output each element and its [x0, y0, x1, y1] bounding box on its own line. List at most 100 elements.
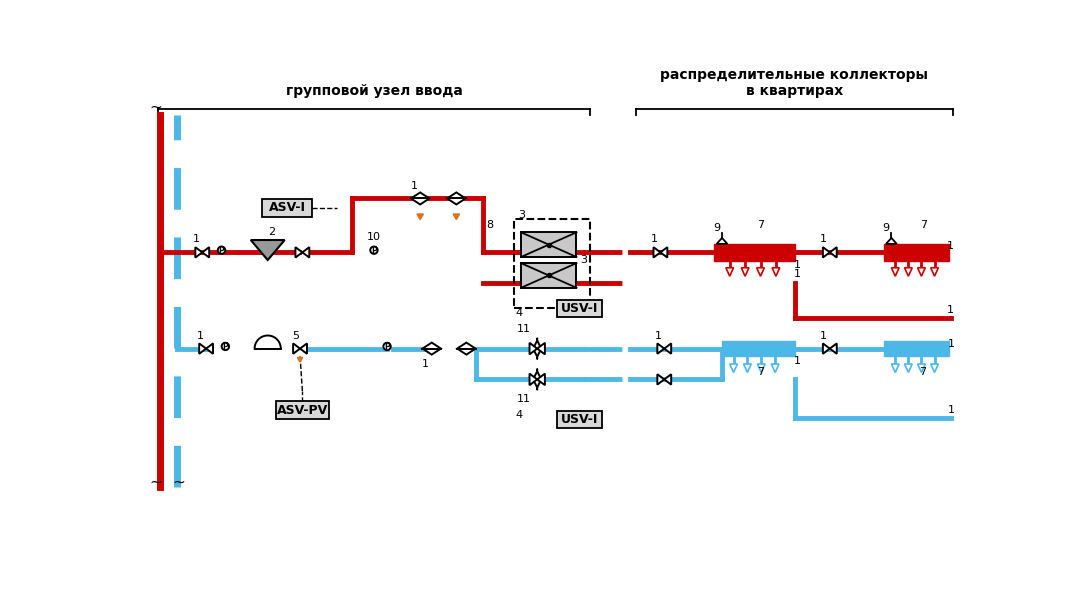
Text: 1: 1 — [794, 356, 800, 366]
Text: 11: 11 — [516, 324, 530, 334]
Polygon shape — [741, 268, 749, 276]
Bar — [514, 219, 589, 308]
Text: 1: 1 — [655, 330, 662, 340]
Text: P: P — [222, 342, 229, 351]
Polygon shape — [773, 268, 780, 276]
Text: 1: 1 — [820, 234, 827, 245]
Text: 8: 8 — [486, 220, 493, 230]
Bar — [521, 232, 576, 257]
Polygon shape — [295, 247, 303, 258]
Polygon shape — [829, 343, 837, 354]
Polygon shape — [658, 374, 664, 384]
Polygon shape — [823, 247, 829, 258]
Text: 9: 9 — [714, 223, 720, 233]
Text: 1: 1 — [192, 234, 200, 245]
Text: 1: 1 — [947, 405, 955, 415]
Polygon shape — [664, 343, 672, 354]
Text: ASV-I: ASV-I — [268, 201, 306, 214]
Polygon shape — [538, 343, 545, 355]
Bar — [521, 263, 576, 288]
Text: 7: 7 — [921, 220, 927, 230]
Text: 1: 1 — [411, 181, 417, 191]
Text: 1: 1 — [196, 330, 204, 340]
Polygon shape — [529, 343, 538, 355]
Text: 1: 1 — [794, 269, 800, 279]
Text: P: P — [219, 246, 224, 255]
Text: ASV-PV: ASV-PV — [277, 403, 328, 416]
Polygon shape — [293, 343, 300, 354]
Text: P: P — [371, 246, 377, 255]
Polygon shape — [917, 364, 925, 372]
Text: 4: 4 — [516, 410, 523, 420]
Text: 4: 4 — [516, 308, 523, 318]
Text: USV-I: USV-I — [561, 413, 599, 426]
Text: 7: 7 — [756, 220, 764, 230]
Polygon shape — [930, 268, 939, 276]
Bar — [884, 341, 950, 356]
Text: 7: 7 — [756, 367, 764, 377]
Text: 1: 1 — [947, 241, 954, 251]
Polygon shape — [411, 192, 429, 205]
Circle shape — [222, 343, 229, 350]
Polygon shape — [886, 238, 897, 244]
Polygon shape — [905, 268, 912, 276]
Polygon shape — [917, 268, 925, 276]
Polygon shape — [930, 364, 939, 372]
Text: 7: 7 — [918, 367, 926, 377]
FancyBboxPatch shape — [557, 300, 602, 317]
Polygon shape — [892, 268, 899, 276]
Polygon shape — [251, 240, 284, 260]
Polygon shape — [725, 268, 734, 276]
Circle shape — [383, 343, 391, 350]
Circle shape — [370, 246, 378, 254]
Text: 10: 10 — [367, 232, 381, 242]
Polygon shape — [771, 364, 779, 372]
Circle shape — [218, 246, 225, 254]
Text: 11: 11 — [516, 394, 530, 405]
Text: 1: 1 — [650, 234, 658, 245]
FancyBboxPatch shape — [262, 199, 312, 217]
Text: 3: 3 — [518, 211, 526, 220]
Polygon shape — [195, 247, 202, 258]
Polygon shape — [744, 364, 751, 372]
Polygon shape — [538, 374, 545, 385]
Polygon shape — [717, 238, 727, 244]
FancyBboxPatch shape — [557, 411, 602, 428]
Polygon shape — [756, 268, 764, 276]
Text: ~: ~ — [149, 100, 162, 115]
Polygon shape — [660, 247, 667, 258]
Text: 9: 9 — [882, 223, 890, 233]
Text: 1: 1 — [820, 330, 827, 340]
Polygon shape — [417, 214, 424, 220]
Polygon shape — [297, 358, 303, 362]
Text: ~: ~ — [149, 474, 162, 489]
Polygon shape — [823, 343, 829, 354]
Polygon shape — [905, 364, 912, 372]
Polygon shape — [829, 247, 837, 258]
Text: USV-I: USV-I — [561, 302, 599, 315]
Polygon shape — [664, 374, 672, 384]
Polygon shape — [653, 247, 660, 258]
Text: 1: 1 — [947, 305, 954, 315]
Polygon shape — [658, 343, 664, 354]
Polygon shape — [457, 343, 475, 355]
FancyBboxPatch shape — [276, 402, 328, 419]
Polygon shape — [758, 364, 765, 372]
Polygon shape — [303, 247, 309, 258]
Text: 1: 1 — [422, 359, 429, 369]
Text: 5: 5 — [292, 330, 299, 340]
Polygon shape — [447, 192, 466, 205]
Polygon shape — [453, 214, 459, 220]
Polygon shape — [730, 364, 737, 372]
Polygon shape — [200, 343, 206, 354]
Polygon shape — [206, 343, 214, 354]
Polygon shape — [202, 247, 209, 258]
Polygon shape — [892, 364, 899, 372]
Bar — [884, 244, 950, 261]
Polygon shape — [300, 343, 307, 354]
Text: 1: 1 — [794, 259, 800, 270]
Bar — [715, 244, 795, 261]
Text: ~: ~ — [172, 474, 185, 489]
Text: распределительные коллекторы
в квартирах: распределительные коллекторы в квартирах — [660, 68, 928, 98]
Text: P: P — [384, 342, 389, 351]
